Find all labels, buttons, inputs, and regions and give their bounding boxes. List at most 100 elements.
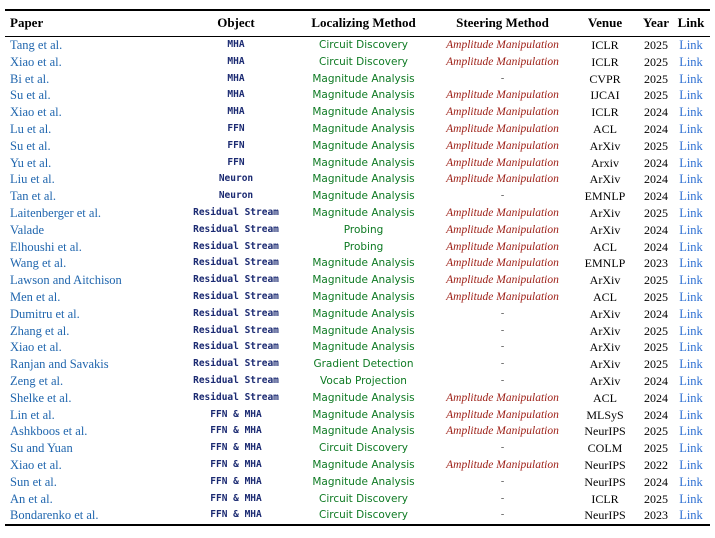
localizing-method-cell: Magnitude Analysis [312, 458, 415, 471]
paper-title-link[interactable]: Ashkboos et al. [10, 424, 88, 439]
localizing-method-cell: Magnitude Analysis [312, 106, 415, 119]
paper-title-link[interactable]: Xiao et al. [10, 340, 62, 355]
paper-title-link[interactable]: Ranjan and Savakis [10, 357, 109, 372]
venue-cell: ArXiv [589, 340, 621, 355]
paper-url-link[interactable]: Link [679, 474, 703, 489]
venue-cell: ArXiv [589, 306, 621, 321]
object-cell: Residual Stream [193, 341, 279, 353]
object-cell: Residual Stream [193, 257, 279, 269]
paper-title-link[interactable]: Su and Yuan [10, 441, 73, 456]
paper-title-link[interactable]: An et al. [10, 491, 53, 506]
steering-method-cell: Amplitude Manipulation [446, 425, 559, 438]
paper-url-link[interactable]: Link [679, 441, 703, 456]
paper-url-link[interactable]: Link [679, 340, 703, 355]
localizing-method-cell: Magnitude Analysis [312, 122, 415, 135]
steering-method-cell: Amplitude Manipulation [446, 89, 559, 102]
paper-title-link[interactable]: Shelke et al. [10, 390, 72, 405]
paper-title-link[interactable]: Lawson and Aitchison [10, 273, 122, 288]
localizing-method-cell: Probing [343, 223, 384, 236]
venue-cell: ICLR [591, 491, 619, 506]
paper-title-link[interactable]: Tan et al. [10, 189, 56, 204]
table-row: Lin et al. FFN & MHA Magnitude Analysis Amp… [5, 407, 710, 424]
paper-url-link[interactable]: Link [679, 222, 703, 237]
paper-title-link[interactable]: Bi et al. [10, 71, 50, 86]
paper-title-link[interactable]: Tang et al. [10, 38, 63, 52]
object-cell: MHA [227, 106, 245, 118]
venue-cell: ACL [593, 121, 617, 136]
steering-method-cell: - [500, 475, 505, 487]
paper-title-link[interactable]: Laitenberger et al. [10, 205, 102, 220]
paper-title-link[interactable]: Valade [10, 222, 45, 237]
year-cell: 2025 [644, 340, 668, 355]
table-row: Sun et al. FFN & MHA Magnitude Analysis - Ne… [5, 474, 710, 491]
object-cell: Residual Stream [193, 358, 279, 370]
steering-method-cell: Amplitude Manipulation [446, 206, 559, 219]
table-row: Xiao et al. Residual Stream Magnitude Anal… [5, 339, 710, 356]
steering-method-cell: Amplitude Manipulation [446, 290, 559, 303]
paper-url-link[interactable]: Link [679, 273, 703, 288]
paper-url-link[interactable]: Link [679, 239, 703, 254]
table-row: An et al. FFN & MHA Circuit Discovery - ICLR… [5, 491, 710, 508]
paper-url-link[interactable]: Link [679, 289, 703, 304]
paper-url-link[interactable]: Link [679, 88, 703, 103]
paper-url-link[interactable]: Link [679, 508, 703, 523]
paper-url-link[interactable]: Link [679, 71, 703, 86]
table-row: Ashkboos et al. FFN & MHA Magnitude Analys… [5, 423, 710, 440]
paper-url-link[interactable]: Link [679, 357, 703, 372]
year-cell: 2025 [644, 273, 668, 288]
paper-title-link[interactable]: Su et al. [10, 88, 51, 103]
paper-title-link[interactable]: Zeng et al. [10, 373, 64, 388]
venue-cell: ArXiv [589, 357, 621, 372]
steering-method-cell: - [500, 442, 505, 454]
paper-url-link[interactable]: Link [679, 205, 703, 220]
table-header: Paper Object Localizing Method Steering … [5, 10, 710, 37]
paper-title-link[interactable]: Lin et al. [10, 407, 55, 422]
localizing-method-cell: Magnitude Analysis [312, 341, 415, 354]
paper-title-link[interactable]: Bondarenko et al. [10, 508, 99, 523]
paper-url-link[interactable]: Link [679, 491, 703, 506]
paper-title-link[interactable]: Liu et al. [10, 172, 55, 187]
column-header-paper: Paper [5, 10, 180, 37]
paper-url-link[interactable]: Link [679, 105, 703, 120]
paper-url-link[interactable]: Link [679, 155, 703, 170]
paper-title-link[interactable]: Sun et al. [10, 474, 57, 489]
venue-cell: NeurIPS [584, 474, 626, 489]
venue-cell: NeurIPS [584, 457, 626, 472]
paper-url-link[interactable]: Link [679, 189, 703, 204]
paper-title-link[interactable]: Xiao et al. [10, 54, 62, 69]
year-cell: 2025 [644, 491, 668, 506]
table-row: Zeng et al. Residual Stream Vocab Projecti… [5, 373, 710, 390]
paper-url-link[interactable]: Link [679, 121, 703, 136]
paper-url-link[interactable]: Link [679, 54, 703, 69]
paper-url-link[interactable]: Link [679, 424, 703, 439]
table-row: Tang et al. MHA Circuit Discovery Amplitude… [5, 37, 710, 54]
paper-url-link[interactable]: Link [679, 172, 703, 187]
paper-url-link[interactable]: Link [679, 38, 703, 52]
paper-url-link[interactable]: Link [679, 390, 703, 405]
paper-title-link[interactable]: Elhoushi et al. [10, 239, 82, 254]
venue-cell: ArXiv [589, 273, 621, 288]
paper-title-link[interactable]: Zhang et al. [10, 323, 70, 338]
header-row: Paper Object Localizing Method Steering … [5, 10, 710, 37]
paper-title-link[interactable]: Yu et al. [10, 155, 52, 170]
paper-url-link[interactable]: Link [679, 256, 703, 271]
paper-url-link[interactable]: Link [679, 407, 703, 422]
year-cell: 2025 [644, 424, 668, 439]
paper-url-link[interactable]: Link [679, 306, 703, 321]
paper-title-link[interactable]: Men et al. [10, 289, 61, 304]
paper-title-link[interactable]: Xiao et al. [10, 105, 62, 120]
paper-url-link[interactable]: Link [679, 138, 703, 153]
localizing-method-cell: Magnitude Analysis [312, 475, 415, 488]
paper-title-link[interactable]: Xiao et al. [10, 457, 62, 472]
year-cell: 2024 [644, 306, 668, 321]
object-cell: FFN [227, 122, 245, 134]
paper-title-link[interactable]: Dumitru et al. [10, 306, 80, 321]
paper-title-link[interactable]: Su et al. [10, 138, 51, 153]
paper-url-link[interactable]: Link [679, 323, 703, 338]
paper-url-link[interactable]: Link [679, 457, 703, 472]
table-row: Liu et al. Neuron Magnitude Analysis Amplit… [5, 171, 710, 188]
paper-title-link[interactable]: Lu et al. [10, 121, 52, 136]
paper-title-link[interactable]: Wang et al. [10, 256, 67, 271]
localizing-method-cell: Magnitude Analysis [312, 173, 415, 186]
paper-url-link[interactable]: Link [679, 373, 703, 388]
